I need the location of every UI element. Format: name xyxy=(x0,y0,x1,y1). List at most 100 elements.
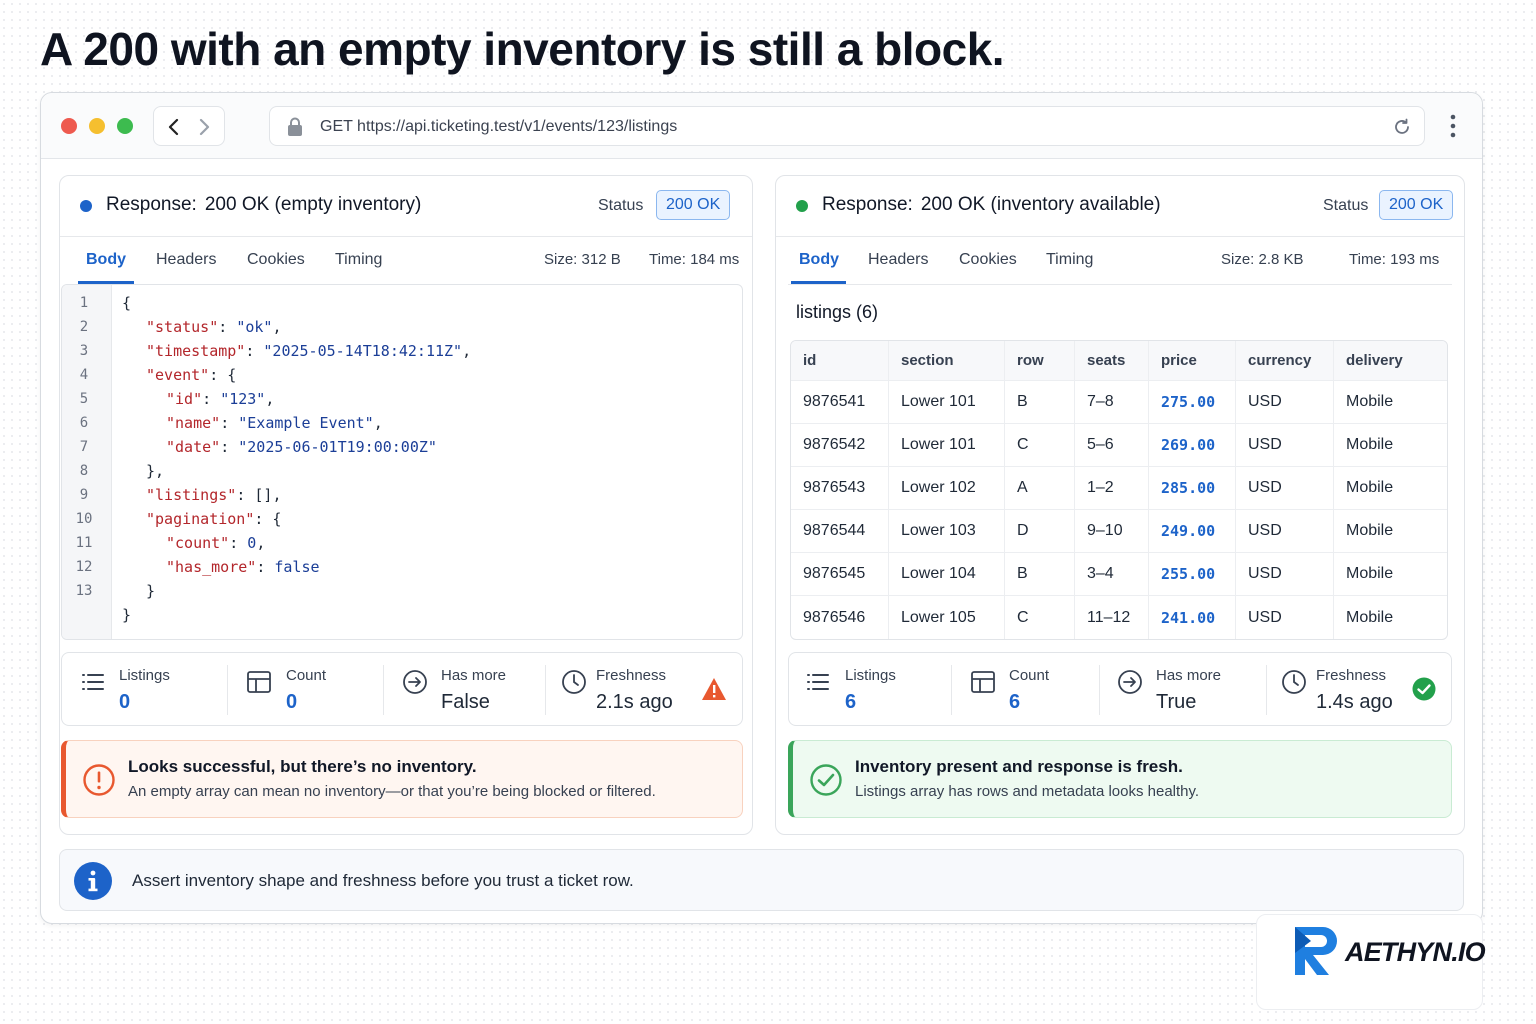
stat-freshness: Freshness 2.1s ago xyxy=(546,653,742,727)
grid-icon xyxy=(246,669,272,695)
tab-timing[interactable]: Timing xyxy=(1046,251,1094,268)
stat-freshness: Freshness 1.4s ago xyxy=(1267,653,1451,727)
column-header-id[interactable]: id xyxy=(791,341,889,381)
kebab-menu-icon[interactable] xyxy=(1443,113,1463,139)
column-header-delivery[interactable]: delivery xyxy=(1334,341,1447,381)
stat-listings: Listings 0 xyxy=(62,653,227,727)
cell-seats: 9–10 xyxy=(1075,510,1149,553)
code-line: } xyxy=(122,606,132,624)
status-badge: 200 OK xyxy=(656,190,731,220)
line-number: 8 xyxy=(79,463,89,479)
browser-toolbar: GET https://api.ticketing.test/v1/events… xyxy=(41,93,1482,159)
logo-mark-icon xyxy=(1291,923,1347,979)
brand-logo: AETHYN.IO xyxy=(1256,914,1486,1010)
lock-icon xyxy=(286,117,304,137)
line-number: 7 xyxy=(79,439,89,455)
table-row[interactable]: 9876546 Lower 105 C 11–12 241.00 USD Mob… xyxy=(791,596,1447,639)
column-header-price[interactable]: price xyxy=(1149,341,1236,381)
cell-section: Lower 101 xyxy=(889,381,1005,424)
stat-label: Listings xyxy=(119,667,170,684)
table-row[interactable]: 9876544 Lower 103 D 9–10 249.00 USD Mobi… xyxy=(791,510,1447,553)
reload-icon[interactable] xyxy=(1392,117,1412,137)
forward-arrow-icon[interactable] xyxy=(192,115,216,139)
summary-stats: Listings 0 Count 0 Has more False xyxy=(61,652,743,726)
response-title-value: 200 OK (inventory available) xyxy=(920,194,1161,215)
tab-headers[interactable]: Headers xyxy=(156,251,217,268)
table-row[interactable]: 9876542 Lower 101 C 5–6 269.00 USD Mobil… xyxy=(791,424,1447,467)
cell-currency: USD xyxy=(1236,510,1334,553)
line-number-gutter xyxy=(62,285,112,639)
stat-label: Listings xyxy=(845,667,896,684)
line-number: 2 xyxy=(79,319,89,335)
tab-timing[interactable]: Timing xyxy=(335,251,383,268)
alert-subtitle: An empty array can mean no inventory—or … xyxy=(128,783,656,800)
cell-row: B xyxy=(1005,381,1075,424)
stat-label: Has more xyxy=(441,667,507,684)
stat-value: 1.4s ago xyxy=(1316,691,1393,713)
divider xyxy=(1099,665,1100,715)
response-title: Response: 200 OK (empty inventory) xyxy=(106,194,421,216)
warning-triangle-icon xyxy=(701,677,727,701)
cell-id: 9876542 xyxy=(791,424,889,467)
line-number: 13 xyxy=(75,583,93,599)
minimize-window-dot[interactable] xyxy=(89,118,105,134)
column-header-row[interactable]: row xyxy=(1005,341,1075,381)
close-window-dot[interactable] xyxy=(61,118,77,134)
tab-cookies[interactable]: Cookies xyxy=(247,251,305,268)
table-row[interactable]: 9876545 Lower 104 B 3–4 255.00 USD Mobil… xyxy=(791,553,1447,596)
cell-row: A xyxy=(1005,467,1075,510)
tab-headers[interactable]: Headers xyxy=(868,251,929,268)
divider xyxy=(383,665,384,715)
divider xyxy=(60,236,752,237)
code-line: }, xyxy=(146,462,165,480)
cell-section: Lower 101 xyxy=(889,424,1005,467)
divider xyxy=(1266,665,1267,715)
line-number: 1 xyxy=(79,295,89,311)
logo-wordmark: AETHYN.IO xyxy=(1345,937,1486,967)
stat-label: Freshness xyxy=(1316,667,1387,684)
column-header-section[interactable]: section xyxy=(889,341,1005,381)
active-tab-indicator xyxy=(791,281,846,284)
exclamation-circle-icon xyxy=(82,763,116,797)
code-line: } xyxy=(146,582,156,600)
maximize-window-dot[interactable] xyxy=(117,118,133,134)
alert-subtitle: Listings array has rows and metadata loo… xyxy=(855,783,1200,800)
cell-price: 269.00 xyxy=(1149,424,1236,467)
response-size: Size: 2.8 KB xyxy=(1221,251,1304,268)
stat-value: False xyxy=(441,691,490,713)
cell-seats: 3–4 xyxy=(1075,553,1149,596)
tab-body[interactable]: Body xyxy=(86,251,126,268)
column-header-currency[interactable]: currency xyxy=(1236,341,1334,381)
table-row[interactable]: 9876541 Lower 101 B 7–8 275.00 USD Mobil… xyxy=(791,381,1447,424)
browser-window: GET https://api.ticketing.test/v1/events… xyxy=(40,92,1483,924)
stat-listings: Listings 6 xyxy=(789,653,951,727)
response-title-label: Response: xyxy=(822,194,913,215)
json-body-viewer[interactable]: 1 2 3 4 5 6 7 8 9 10 11 12 13 { "status"… xyxy=(61,284,743,640)
url-text[interactable]: GET https://api.ticketing.test/v1/events… xyxy=(320,118,678,135)
arrow-circle-icon xyxy=(1117,669,1143,695)
status-dot xyxy=(80,200,92,212)
code-line: "listings": [], xyxy=(146,486,282,504)
line-number: 6 xyxy=(79,415,89,431)
cell-currency: USD xyxy=(1236,553,1334,596)
cell-price: 255.00 xyxy=(1149,553,1236,596)
code-line: "date": "2025-06-01T19:00:00Z" xyxy=(166,438,437,456)
table-row[interactable]: 9876543 Lower 102 A 1–2 285.00 USD Mobil… xyxy=(791,467,1447,510)
info-banner: Assert inventory shape and freshness bef… xyxy=(59,849,1464,911)
back-arrow-icon[interactable] xyxy=(162,115,186,139)
divider xyxy=(227,665,228,715)
cell-currency: USD xyxy=(1236,381,1334,424)
code-line: "status": "ok", xyxy=(146,318,282,336)
line-number: 3 xyxy=(79,343,89,359)
tab-body[interactable]: Body xyxy=(799,251,839,268)
cell-currency: USD xyxy=(1236,424,1334,467)
cell-id: 9876541 xyxy=(791,381,889,424)
cell-id: 9876545 xyxy=(791,553,889,596)
url-bar[interactable]: GET https://api.ticketing.test/v1/events… xyxy=(269,106,1425,146)
nav-buttons xyxy=(153,106,225,146)
status-label: Status xyxy=(1323,197,1369,214)
tab-cookies[interactable]: Cookies xyxy=(959,251,1017,268)
cell-delivery: Mobile xyxy=(1334,510,1447,553)
column-header-seats[interactable]: seats xyxy=(1075,341,1149,381)
stat-label: Has more xyxy=(1156,667,1222,684)
